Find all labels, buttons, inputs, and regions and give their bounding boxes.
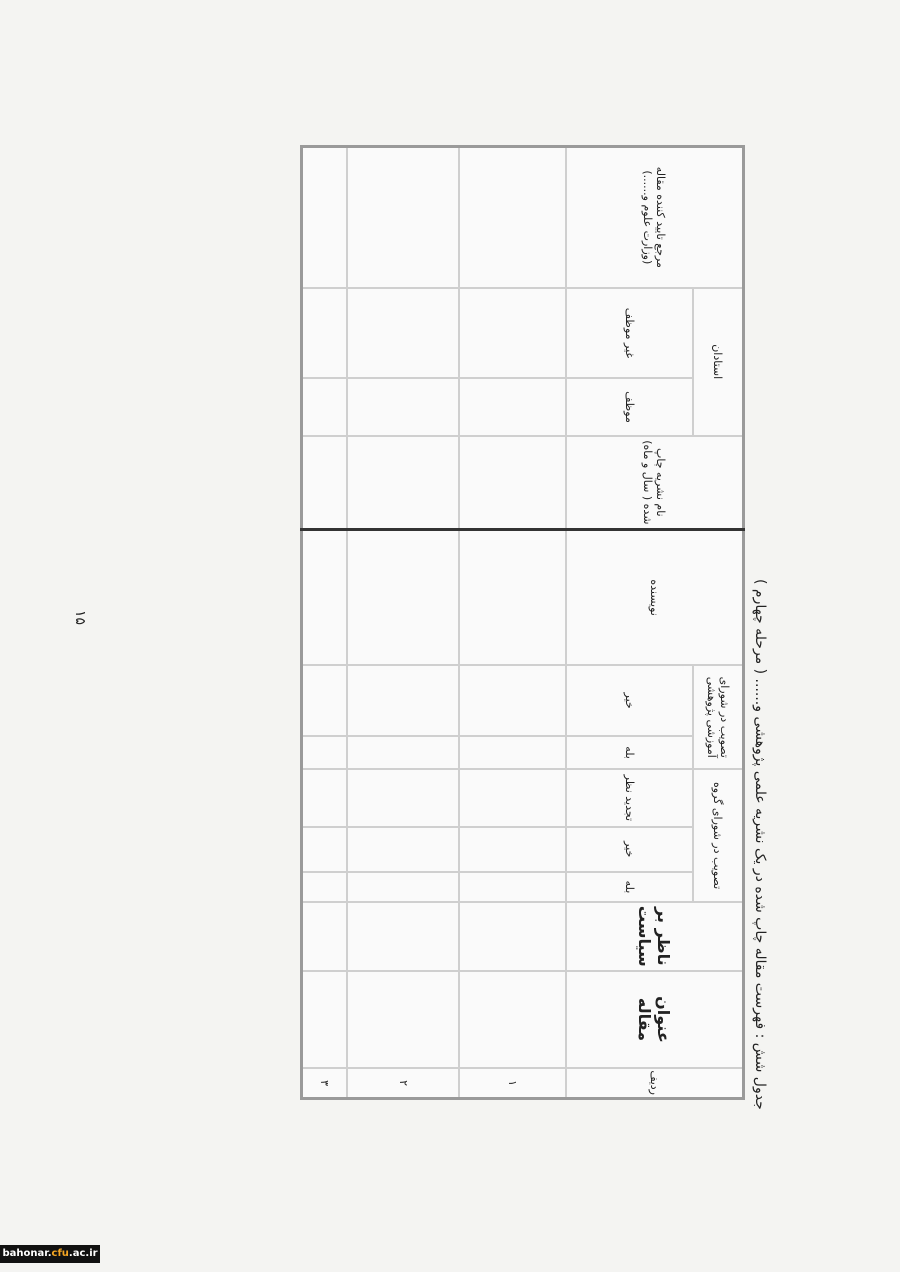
header-edu-yes: بله (565, 735, 693, 770)
row-number: ۳ (301, 1068, 348, 1099)
header-group-revise: تجدید نظر (565, 769, 693, 827)
articles-table: ردیف عنوان مقاله ناظر بر سیاست تصویب در … (300, 145, 745, 1100)
header-obligated: موظف (565, 378, 693, 436)
page-number: ۱۵ (72, 610, 88, 626)
header-group-council: تصویب در شورای گروه (692, 769, 744, 903)
header-row-1: ردیف عنوان مقاله ناظر بر سیاست تصویب در … (565, 146, 744, 1099)
row-number: ۱ (459, 1068, 566, 1099)
header-journal: نام نشریه چاپ شده ( سال و ماه) (565, 435, 744, 530)
header-author: نویسنده (565, 529, 744, 666)
header-approver: مرجع تایید کننده مقاله (وزارت علوم و....… (565, 146, 744, 288)
table-caption: جدول شش : فهرست مقاله چاپ شده در یک نشری… (752, 579, 768, 1110)
table-row: ۱ (459, 146, 566, 1099)
header-row-no: ردیف (565, 1068, 744, 1099)
watermark-logo: bahonar.cfu.ac.ir (0, 1245, 100, 1263)
table-row: ۳ (301, 146, 348, 1099)
header-supervisor: ناظر بر سیاست (565, 902, 744, 971)
header-group-yes: بله (565, 871, 693, 903)
row-number: ۲ (347, 1068, 460, 1099)
header-article-title: عنوان مقاله (565, 970, 744, 1069)
header-group-no: خیر (565, 826, 693, 872)
table-row: ۲ (347, 146, 460, 1099)
header-non-obligated: غیر موظف (565, 287, 693, 379)
rotated-table-frame: ردیف عنوان مقاله ناظر بر سیاست تصویب در … (300, 145, 745, 1100)
header-edu-council: تصویب در شورای آموزشی پژوهشی (692, 665, 744, 770)
header-professors: استادان (692, 287, 744, 436)
header-edu-no: خیر (565, 665, 693, 736)
